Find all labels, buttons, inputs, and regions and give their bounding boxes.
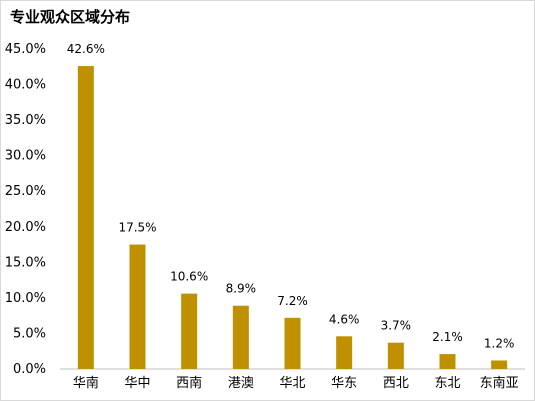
y-tick-label: 5.0% (13, 326, 46, 341)
y-tick-label: 40.0% (5, 78, 46, 93)
data-label: 4.6% (329, 312, 360, 326)
category-labels: 华南 华中 西南 港澳 华北 华东 西北 东北 东南亚 (73, 375, 519, 391)
bar (439, 354, 456, 369)
bar (232, 305, 249, 369)
data-labels: 42.6% 17.5% 10.6% 8.9% 7.2% 4.6% 3.7% 2.1% 1.2% (67, 42, 515, 350)
data-label: 17.5% (118, 221, 156, 235)
bar (491, 360, 508, 369)
data-label: 8.9% (226, 282, 257, 296)
bar (284, 317, 301, 369)
category-label: 港澳 (228, 375, 254, 391)
y-tick-label: 10.0% (5, 291, 46, 306)
data-label: 42.6% (67, 42, 105, 56)
data-label: 2.1% (432, 330, 463, 344)
category-label: 华北 (279, 376, 305, 391)
data-label: 7.2% (277, 294, 308, 308)
y-tick-label: 45.0% (5, 42, 46, 57)
y-tick-label: 35.0% (5, 113, 46, 128)
category-label: 西南 (176, 375, 202, 391)
data-label: 10.6% (170, 270, 208, 284)
category-label: 华南 (73, 375, 99, 391)
bar (181, 293, 198, 369)
category-label: 华中 (124, 376, 150, 391)
bar (77, 66, 94, 370)
category-label: 东南亚 (480, 375, 519, 391)
y-tick-label: 0.0% (13, 362, 46, 377)
bar (387, 342, 404, 369)
category-label: 西北 (383, 376, 409, 391)
data-label: 3.7% (381, 319, 412, 333)
y-tick-label: 20.0% (5, 220, 46, 235)
category-label: 华东 (331, 376, 357, 391)
bar (336, 336, 353, 369)
bar (129, 244, 146, 369)
category-label: 东北 (434, 376, 460, 391)
y-tick-label: 15.0% (5, 255, 46, 270)
y-tick-label: 25.0% (5, 184, 46, 199)
y-tick-label: 30.0% (5, 149, 46, 164)
y-axis-ticks: 0.0% 5.0% 10.0% 15.0% 20.0% 25.0% 30.0% 35.0% 40… (5, 42, 46, 377)
data-label: 1.2% (484, 336, 515, 350)
bars (77, 66, 508, 370)
chart-title: 专业观众区域分布 (10, 8, 131, 26)
